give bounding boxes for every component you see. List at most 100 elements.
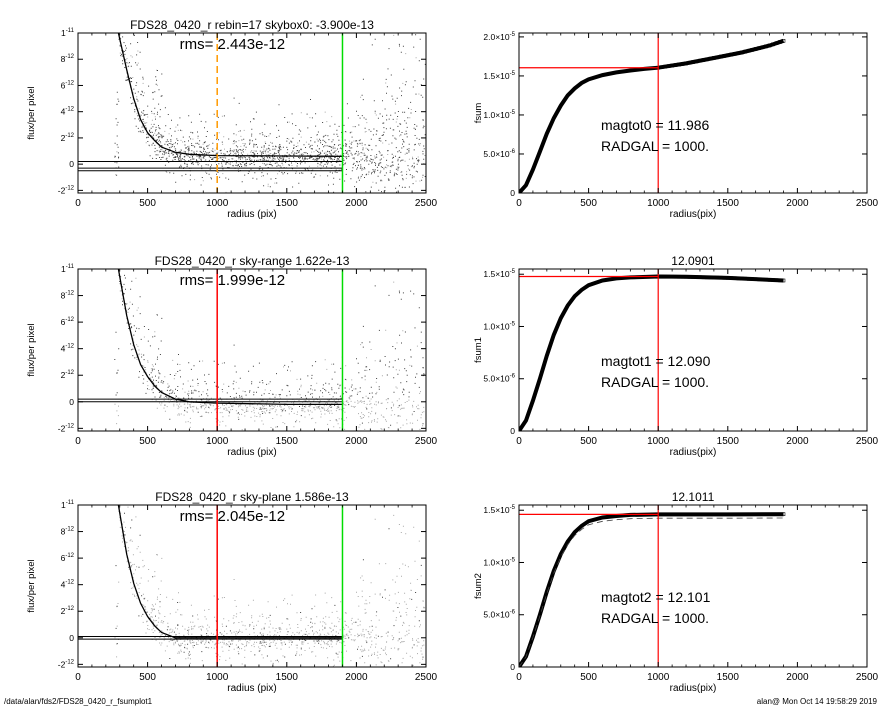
x-tick-label: 1500 (717, 198, 740, 209)
growth-curve-marker (767, 278, 772, 282)
x-tick-label: 1500 (717, 436, 740, 447)
x-tick-label: 0 (75, 198, 81, 209)
y-tick-label: 4-12 (61, 107, 75, 117)
y-tick-label: 2-12 (61, 606, 75, 616)
axes-frame (77, 504, 427, 668)
growth-curve-marker (670, 63, 674, 68)
growth-curve-marker (691, 60, 695, 64)
growth-curve-marker (670, 512, 674, 517)
growth-curve-marker (673, 512, 678, 517)
growth-curve-marker (774, 512, 779, 517)
growth-curve-marker (732, 512, 737, 517)
growth-curve-marker (729, 52, 734, 57)
growth-curve-marker (691, 275, 695, 279)
x-tick-label: 2000 (786, 672, 809, 683)
growth-curve-marker (663, 64, 667, 69)
y-tick-label: 1.0×10-5 (483, 557, 515, 567)
x-tick-label: 1000 (206, 198, 229, 209)
growth-curve-marker (778, 40, 782, 44)
y-tick-label: 5.0×10-6 (483, 374, 515, 384)
growth-curve-marker (719, 54, 723, 59)
growth-curve-marker (750, 48, 754, 52)
y-tick-label: 0 (510, 426, 515, 436)
x-tick-label: 0 (75, 672, 81, 683)
y-tick-label: 5.0×10-6 (483, 610, 515, 620)
radgal-label: RADGAL = 1000. (601, 610, 709, 626)
growth-curve-marker (778, 512, 782, 517)
growth-curve-marker (715, 275, 720, 280)
growth-curve-marker (757, 277, 761, 282)
growth-curve-marker (764, 277, 768, 282)
x-tick-label: 2500 (856, 198, 879, 209)
profile-line (117, 505, 343, 639)
y-tick-label: 0 (510, 188, 515, 198)
x-tick-label: 2500 (856, 672, 879, 683)
x-axis-label: radius (pix) (227, 447, 276, 458)
growth-curve-marker (767, 43, 772, 48)
scatter-points-dark (115, 512, 426, 665)
growth-curve-marker (739, 50, 744, 55)
growth-curve-marker (670, 274, 674, 279)
comparison-dashed-curve (519, 517, 784, 667)
growth-curve-marker (673, 63, 678, 67)
growth-curve-marker (666, 274, 671, 279)
x-tick-label: 500 (139, 198, 156, 209)
growth-curve-marker (712, 56, 716, 60)
growth-curve-marker (760, 277, 765, 282)
y-tick-label: 1.0×10-5 (483, 321, 515, 331)
rms-annotation: rms= 2.045e-12 (180, 508, 285, 525)
growth-curve-marker (746, 512, 751, 517)
y-axis-label: flux/per pixel (26, 323, 37, 376)
growth-curve-marker (684, 275, 688, 279)
growth-curve-marker (708, 275, 713, 280)
chart-panel-5: magtot1 = 12.090 RADGAL = 1000. 0 500 1000 15… (473, 254, 879, 458)
growth-curve-marker (715, 55, 720, 60)
profile-line (117, 33, 343, 157)
growth-curve-marker (774, 278, 779, 282)
x-tick-label: 500 (139, 436, 156, 447)
y-tick-label: 6-12 (61, 317, 75, 327)
growth-curve-marker (663, 274, 667, 279)
rms-annotation: rms= 2.443e-12 (180, 36, 285, 53)
growth-curve-marker (673, 274, 678, 279)
growth-curve-marker (743, 276, 748, 281)
x-tick-label: 1500 (717, 672, 740, 683)
growth-curve-marker (701, 58, 706, 62)
x-tick-label: 0 (516, 436, 522, 447)
y-tick-label: 0 (69, 397, 74, 407)
growth-curve-marker (694, 59, 699, 64)
x-tick-label: 500 (580, 198, 597, 209)
growth-curve-marker (687, 275, 692, 279)
x-axis-label: radius (pix) (227, 683, 276, 694)
axes-frame (518, 32, 868, 194)
y-tick-label: 0 (69, 159, 74, 169)
plot-area (78, 505, 426, 667)
growth-curve-marker (757, 46, 761, 50)
y-tick-label: 4-12 (61, 344, 75, 354)
growth-curve-marker (694, 275, 699, 279)
growth-curve-marker (680, 62, 685, 66)
x-tick-label: 1000 (206, 672, 229, 683)
growth-curve-inner (519, 38, 785, 193)
x-tick-label: 1500 (276, 436, 299, 447)
plot-area (78, 33, 426, 193)
growth-curve-marker (732, 276, 737, 281)
x-tick-label: 2000 (345, 198, 368, 209)
x-tick-label: 500 (580, 436, 597, 447)
growth-curve-marker (698, 275, 702, 279)
chart-title: 12.1011 (672, 490, 715, 504)
chart-panel-3: 0 500 1000 1500 2000 2500-2-1202-124-126-128-… (26, 490, 438, 694)
plot-area (519, 269, 786, 431)
growth-curve-marker (764, 44, 768, 49)
y-tick-label: -2-12 (58, 185, 75, 195)
growth-curve-marker (743, 512, 748, 517)
axes-frame (518, 504, 868, 668)
chart-title: FDS28_0420_r rebin=17 skybox0: -3.900e-1… (130, 18, 374, 32)
growth-curve-marker (725, 276, 730, 280)
magtot-label: magtot0 = 11.986 (601, 117, 710, 133)
chart-panel-4: magtot0 = 11.986 RADGAL = 1000. 0 500 1000 15… (473, 32, 879, 220)
y-tick-label: 1.0×10-5 (483, 110, 515, 120)
growth-curve-marker (753, 512, 758, 517)
growth-curve-marker (750, 512, 754, 517)
chart-panel-6: magtot2 = 12.101 RADGAL = 1000. 0 500 1000 15… (473, 490, 879, 694)
